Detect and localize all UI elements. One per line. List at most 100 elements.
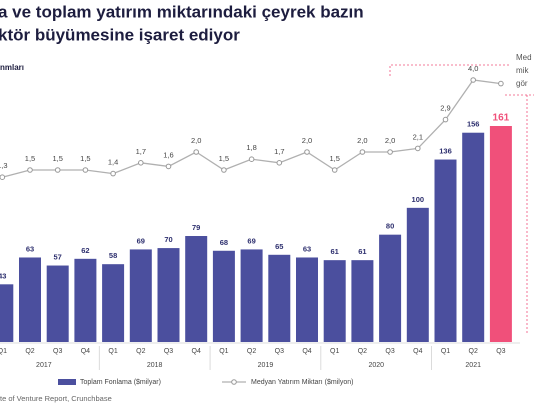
bar [489,126,512,342]
x-tick-label: Q4 [192,348,201,355]
line-marker [221,167,227,173]
legend-swatch [231,379,237,385]
line-marker [193,149,199,155]
annotation: Med [516,53,532,62]
legend-label: Toplam Fonlama ($milyar) [80,379,161,386]
x-tick-label: Q1 [441,348,450,355]
subtitle: nmları [0,63,24,72]
bar [296,257,318,342]
line-label: 1,5 [52,154,62,163]
line-label: 1,8 [246,143,256,152]
year-label: 2020 [368,362,384,369]
title-line: a ve toplam yatırım miktarındaki çeyrek … [0,2,364,21]
line-marker [54,167,61,173]
line-label: 1,4 [108,158,118,167]
line-marker [470,77,477,83]
bar-label: 57 [54,253,62,262]
bar [406,207,429,342]
line-label: 1,6 [163,150,173,159]
annotation: mik [516,66,529,75]
line-marker [442,116,449,123]
bar-label: 70 [164,235,172,244]
x-tick-label: Q2 [136,348,145,355]
year-label: 2021 [465,362,481,369]
line-label: 2,0 [302,136,312,145]
bar [19,257,41,342]
bar [74,258,97,342]
year-label: 2018 [147,362,163,369]
line-label: 2,1 [413,132,423,141]
line-marker [27,167,33,173]
x-tick-label: Q1 [219,348,228,355]
line-label: 1,3 [0,161,8,170]
x-tick-label: Q4 [413,348,422,355]
annotation-leader [389,64,534,335]
bar-label: 68 [220,238,228,247]
line-marker [415,145,421,152]
bar-label: 61 [331,247,339,256]
bar [129,249,152,342]
legend-label: Medyan Yatırım Miktarı ($milyon) [251,379,353,386]
line-marker [387,149,393,155]
bar [46,265,69,342]
x-tick-label: Q3 [275,348,284,355]
x-tick-label: Q3 [385,348,394,355]
year-label: 2017 [36,362,52,369]
line-marker [0,174,6,180]
bar [0,284,14,342]
x-tick-label: Q2 [25,348,34,355]
bar [379,234,402,342]
bar-label: 61 [358,247,366,256]
source: te of Venture Report, Crunchbase [0,394,112,403]
bar [240,249,263,342]
bar [212,250,235,342]
x-tick-label: Q4 [81,348,90,355]
title-line: ktör büyümesine işaret ediyor [0,25,240,44]
line-label: 1,5 [80,154,90,163]
bar-label: 100 [412,195,425,204]
bar-label: 43 [0,271,6,280]
bar-label: 62 [81,246,89,255]
bar-label: 69 [247,236,255,245]
bar-label: 69 [137,236,145,245]
line-label: 1,7 [274,147,284,156]
x-tick-label: Q2 [247,348,256,355]
bar-label: 136 [439,147,452,156]
line-label: 2,9 [440,104,450,113]
bar [462,132,485,342]
bar-label: 65 [275,242,283,251]
annotation: gör [516,79,528,88]
bar [351,260,374,342]
line-label: 2,0 [191,136,201,145]
x-tick-label: Q1 [108,348,117,355]
bar [323,260,346,342]
bar [268,254,291,342]
bar [102,264,125,342]
line-label: 1,5 [219,154,229,163]
x-tick-label: Q3 [496,348,505,355]
bar-label: 80 [386,222,394,231]
line-marker [359,149,366,155]
x-tick-label: Q3 [53,348,62,355]
bar-label: 161 [493,113,510,124]
bar-label: 63 [303,244,311,253]
x-tick-label: Q2 [358,348,367,355]
line-label: 1,5 [25,154,35,163]
line-marker [276,160,283,166]
line-marker [304,149,310,155]
legend-swatch [58,379,76,385]
line-marker [248,156,255,162]
line-label: 4,0 [468,64,478,73]
bar-label: 63 [26,244,34,253]
line-marker [82,167,89,173]
year-label: 2019 [258,362,274,369]
line-marker [165,163,172,170]
median-line [2,79,501,178]
x-tick-label: Q1 [0,348,7,355]
line-marker [331,167,338,173]
x-tick-label: Q1 [330,348,339,355]
line-marker [110,170,116,177]
bar-label: 156 [467,120,480,129]
x-tick-label: Q4 [302,348,311,355]
